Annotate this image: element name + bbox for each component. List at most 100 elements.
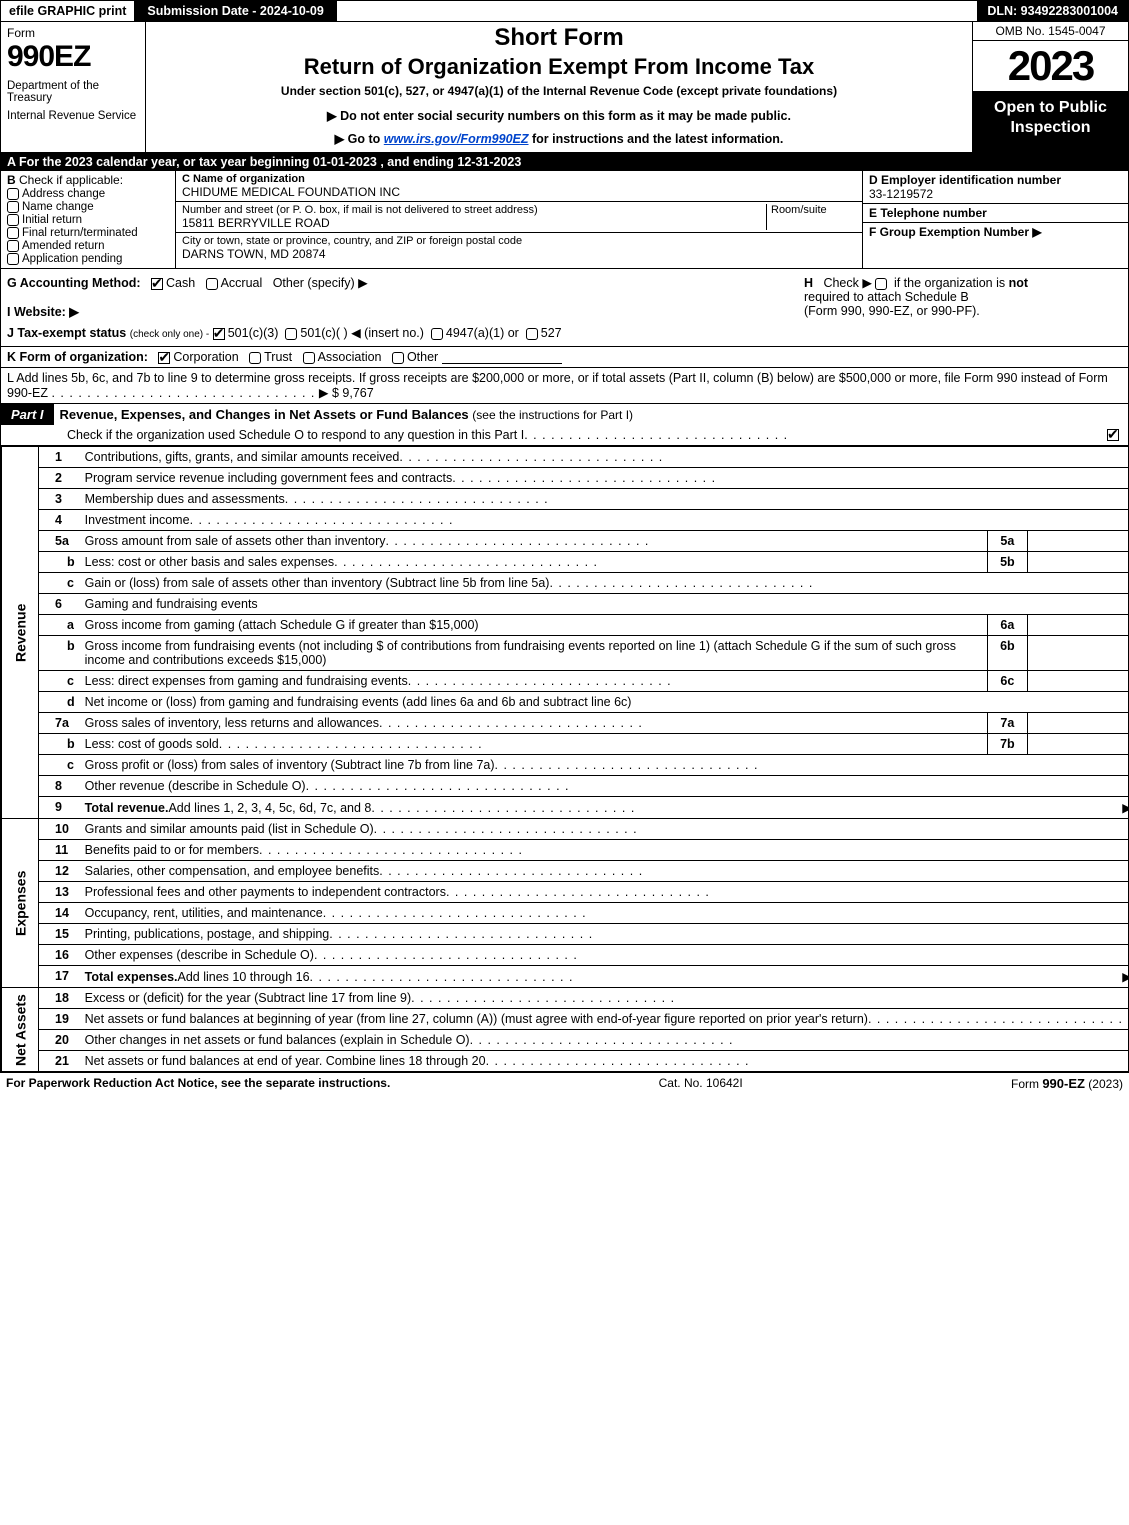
checkbox-icon <box>7 188 19 200</box>
row-a-tax-year: A For the 2023 calendar year, or tax yea… <box>1 153 1128 171</box>
header-subtitle: Under section 501(c), 527, or 4947(a)(1)… <box>152 84 966 98</box>
j-527: 527 <box>541 326 562 340</box>
dots-filler <box>470 1033 1129 1047</box>
line-desc: Gross income from fundraising events (no… <box>80 636 988 671</box>
line-desc: Less: cost of goods sold <box>85 737 219 751</box>
footer-form-post: (2023) <box>1085 1077 1123 1091</box>
dept-treasury: Department of the Treasury <box>7 80 139 104</box>
line-num: c <box>39 671 80 692</box>
line-num: 8 <box>39 776 80 797</box>
line-desc: Other revenue (describe in Schedule O) <box>85 779 306 793</box>
check-initial-return[interactable]: Initial return <box>7 214 169 226</box>
line-num: 6 <box>39 594 80 615</box>
check-accrual[interactable] <box>206 278 218 290</box>
goto-line: ▶ Go to www.irs.gov/Form990EZ for instru… <box>152 131 966 146</box>
check-527[interactable] <box>526 328 538 340</box>
line-num: 20 <box>39 1030 80 1051</box>
line-num: 4 <box>39 510 80 531</box>
room-label: Room/suite <box>771 204 856 216</box>
table-row: 4 Investment income 4 <box>2 510 1129 531</box>
table-row: 12 Salaries, other compensation, and emp… <box>2 861 1129 882</box>
table-row: 5a Gross amount from sale of assets othe… <box>2 531 1129 552</box>
line-num: c <box>39 755 80 776</box>
form-word: Form <box>7 26 139 40</box>
irs-label: Internal Revenue Service <box>7 110 139 122</box>
table-row: Revenue 1 Contributions, gifts, grants, … <box>2 447 1129 468</box>
check-schedule-b[interactable] <box>875 278 887 290</box>
check-corporation[interactable] <box>158 352 170 364</box>
org-street: 15811 BERRYVILLE ROAD <box>182 216 766 230</box>
check-cash[interactable] <box>151 278 163 290</box>
section-c: C Name of organization CHIDUME MEDICAL F… <box>176 171 863 268</box>
header-center: Short Form Return of Organization Exempt… <box>146 22 973 152</box>
table-row: 14 Occupancy, rent, utilities, and maint… <box>2 903 1129 924</box>
i-label: I Website: ▶ <box>7 305 79 319</box>
check-trust[interactable] <box>249 352 261 364</box>
table-row: 7a Gross sales of inventory, less return… <box>2 713 1129 734</box>
line-num: 1 <box>39 447 80 468</box>
irs-link[interactable]: www.irs.gov/Form990EZ <box>384 132 529 146</box>
mid-ref: 6a <box>987 615 1027 636</box>
e-phone-cell: E Telephone number <box>863 204 1128 223</box>
l-arrow: ▶ $ <box>319 386 339 400</box>
short-form-title: Short Form <box>152 24 966 52</box>
table-row: 2 Program service revenue including gove… <box>2 468 1129 489</box>
dots-filler <box>329 927 1129 941</box>
dots-filler <box>385 534 981 548</box>
check-schedule-o[interactable] <box>1107 429 1119 441</box>
dots-filler <box>452 471 1129 485</box>
line-desc: Net assets or fund balances at end of ye… <box>85 1054 486 1068</box>
footer-right: Form 990-EZ (2023) <box>1011 1076 1123 1091</box>
line-num: 9 <box>39 797 80 819</box>
table-row: 11 Benefits paid to or for members 11 <box>2 840 1129 861</box>
c-city-cell: City or town, state or province, country… <box>176 233 862 263</box>
side-label-netassets: Net Assets <box>2 988 39 1072</box>
b-letter: B <box>7 173 16 187</box>
table-row: Expenses 10 Grants and similar amounts p… <box>2 819 1129 840</box>
dots-filler <box>259 843 1129 857</box>
f-label: F Group Exemption Number ▶ <box>869 225 1122 239</box>
line-desc: Occupancy, rent, utilities, and maintena… <box>85 906 323 920</box>
arrow-icon: ▶ <box>1122 800 1129 815</box>
line-desc-rest: Add lines 10 through 16 <box>178 970 310 984</box>
mid-ref: 7b <box>987 734 1027 755</box>
dots-filler <box>408 674 982 688</box>
table-row: Net Assets 18 Excess or (deficit) for th… <box>2 988 1129 1009</box>
line-num: a <box>39 615 80 636</box>
l-value: 9,767 <box>342 386 373 400</box>
table-row: a Gross income from gaming (attach Sched… <box>2 615 1129 636</box>
line-num: 21 <box>39 1051 80 1072</box>
check-address-change[interactable]: Address change <box>7 188 169 200</box>
j-4947: 4947(a)(1) or <box>446 326 519 340</box>
line-desc: Printing, publications, postage, and shi… <box>85 927 330 941</box>
check-label: Amended return <box>22 240 104 252</box>
omb-number: OMB No. 1545-0047 <box>973 22 1128 41</box>
part-i-check-row: Check if the organization used Schedule … <box>1 425 1128 446</box>
checkbox-icon <box>7 214 19 226</box>
check-501c3[interactable] <box>213 328 225 340</box>
line-num: b <box>39 734 80 755</box>
dots-filler <box>334 555 982 569</box>
line-num: 18 <box>39 988 80 1009</box>
ssn-warning: ▶ Do not enter social security numbers o… <box>152 108 966 123</box>
check-other-org[interactable] <box>392 352 404 364</box>
b-check-label: Check if applicable: <box>16 173 123 187</box>
checkbox-icon <box>7 201 19 213</box>
check-final-return[interactable]: Final return/terminated <box>7 227 169 239</box>
check-4947[interactable] <box>431 328 443 340</box>
check-application-pending[interactable]: Application pending <box>7 253 169 265</box>
check-association[interactable] <box>303 352 315 364</box>
check-name-change[interactable]: Name change <box>7 201 169 213</box>
check-501c[interactable] <box>285 328 297 340</box>
part-i-header: Part I Revenue, Expenses, and Changes in… <box>1 404 1128 425</box>
line-desc-bold: Total revenue. <box>85 801 169 815</box>
form-number: 990EZ <box>7 40 139 74</box>
part-i-label: Part I <box>1 404 54 425</box>
line-desc: Other changes in net assets or fund bala… <box>85 1033 470 1047</box>
mid-ref: 5a <box>987 531 1027 552</box>
mid-ref: 6b <box>987 636 1027 671</box>
dots-filler <box>374 822 1129 836</box>
side-label-revenue: Revenue <box>2 447 39 819</box>
section-bcdef: B Check if applicable: Address change Na… <box>1 171 1128 269</box>
check-amended-return[interactable]: Amended return <box>7 240 169 252</box>
